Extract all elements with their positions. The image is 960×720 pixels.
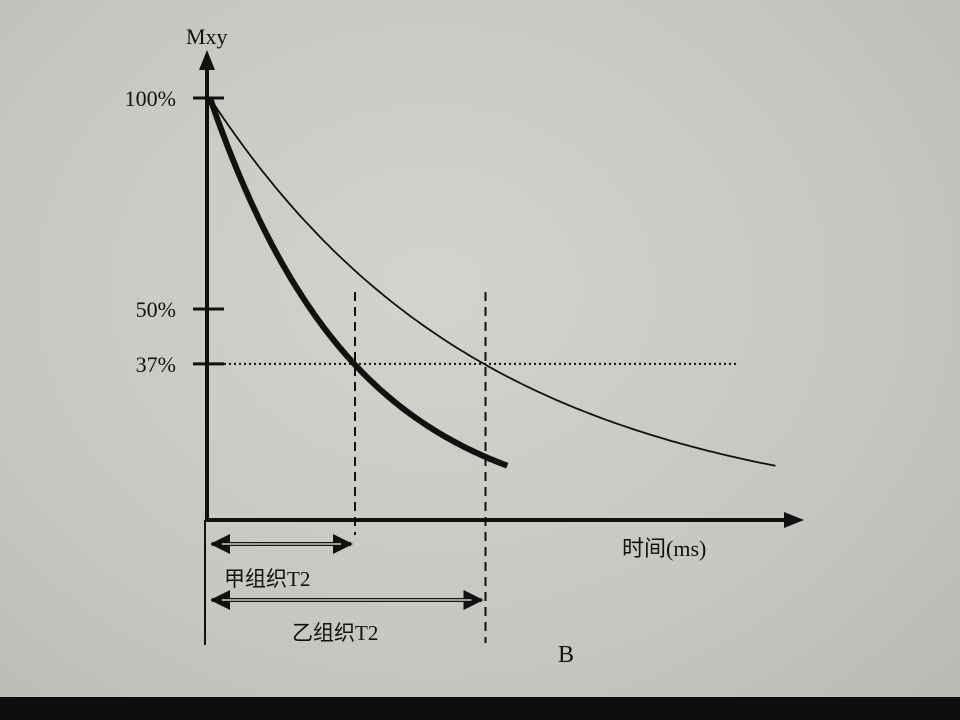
photo-edge-shadow [0, 697, 960, 720]
y-tick-label: 100% [125, 86, 176, 111]
y-tick-label: 50% [136, 297, 176, 322]
figure-label: B [558, 642, 574, 668]
y-axis-arrow-icon [199, 50, 215, 70]
series-line-tissue-b [209, 97, 776, 467]
y-tick-label: 37% [136, 352, 176, 377]
annotation-label: 乙组织T2 [292, 621, 378, 645]
annotation-label: 甲组织T2 [224, 567, 310, 591]
x-axis-arrow-icon [784, 512, 804, 528]
y-axis-label: Mxy [186, 24, 228, 49]
series-line-tissue-a [207, 97, 509, 469]
x-axis-label: 时间(ms) [622, 536, 706, 561]
